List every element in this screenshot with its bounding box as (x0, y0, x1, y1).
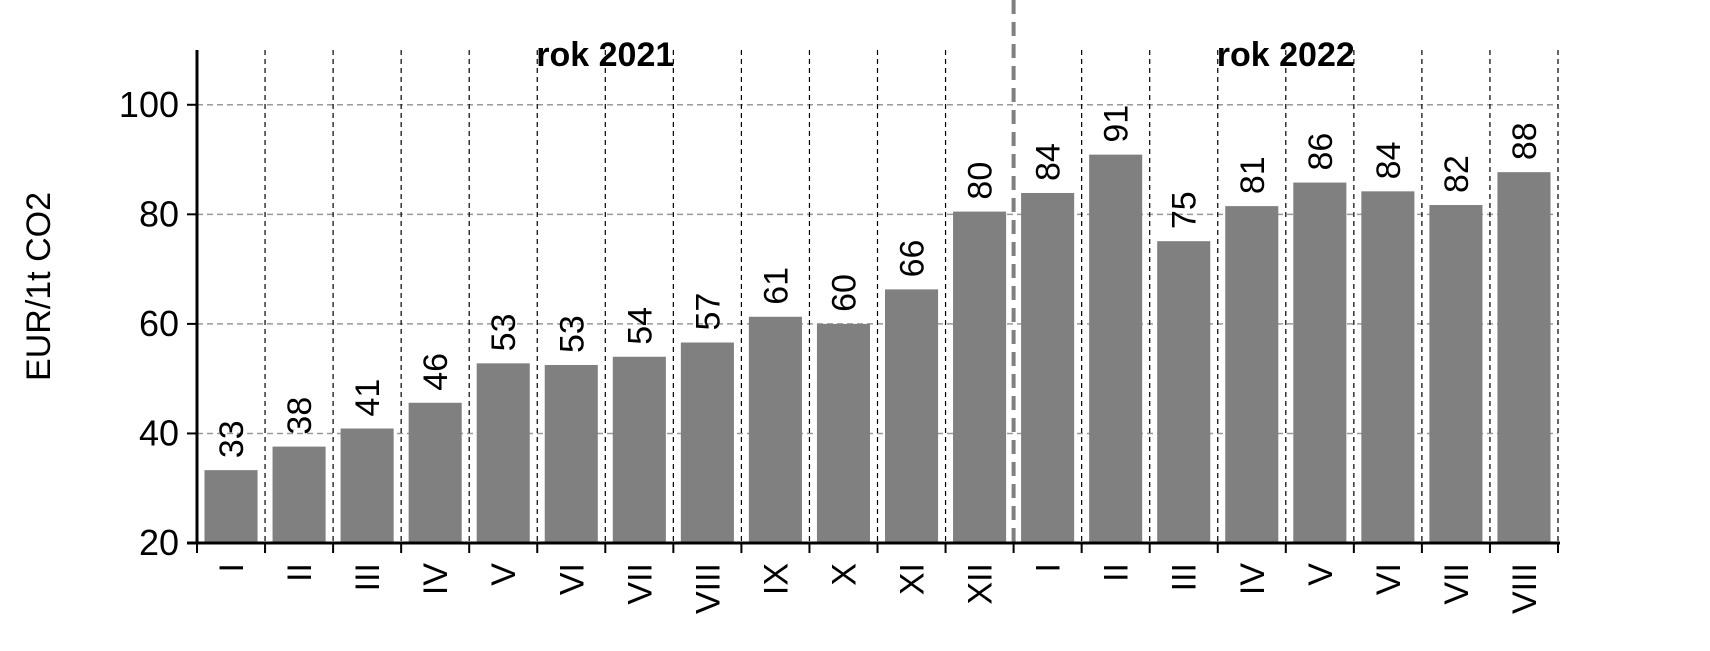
x-tick-label: IV (1234, 563, 1272, 595)
data-label: 60 (825, 274, 863, 312)
x-tick-label: X (825, 563, 863, 586)
bar (1429, 205, 1483, 543)
y-axis-title: EUR/1t CO2 (20, 192, 58, 381)
data-label: 41 (349, 379, 387, 417)
bar (953, 211, 1007, 543)
data-label: 66 (894, 240, 932, 278)
data-label: 82 (1438, 155, 1476, 193)
data-label: 33 (213, 420, 251, 458)
bar (1089, 154, 1143, 543)
bar (748, 316, 802, 543)
data-label: 81 (1234, 156, 1272, 194)
bars (204, 154, 1551, 543)
y-tick-labels: 20 40 60 80 100 (119, 84, 179, 563)
x-tick-label: XI (894, 563, 932, 595)
x-tick-label: I (213, 563, 251, 572)
data-label: 91 (1098, 105, 1136, 143)
vertical-gridlines (264, 0, 1559, 543)
year-label: rok 2021 (536, 36, 674, 74)
data-label: 88 (1506, 122, 1544, 160)
data-label: 84 (1030, 143, 1068, 181)
x-tick-labels: I II III IV V VI VII VIII IX X XI XII I II III IV V VI VII… (213, 563, 1544, 614)
bar (1497, 172, 1551, 543)
y-tick-label: 100 (119, 84, 179, 125)
data-label: 53 (485, 314, 523, 352)
x-tick-label: III (349, 563, 387, 591)
bar (680, 342, 734, 543)
bar (1157, 241, 1211, 543)
axes (187, 50, 1560, 553)
y-tick-label: 80 (139, 193, 179, 234)
x-tick-label: XII (962, 563, 1000, 605)
data-label: 53 (553, 315, 591, 353)
bar (1021, 192, 1075, 543)
data-label: 46 (417, 353, 455, 391)
x-tick-label: VII (621, 563, 659, 605)
x-tick-label: I (1030, 563, 1068, 572)
x-tick-label: VIII (689, 563, 727, 614)
data-label: 84 (1370, 141, 1408, 179)
bar (884, 289, 939, 543)
x-tick-label: VI (553, 563, 591, 595)
data-labels: 33 38 41 46 53 53 54 57 61 60 66 80 84 91 75 81 86 84 82 88 (213, 105, 1544, 458)
data-label: 61 (757, 267, 795, 305)
y-tick-label: 20 (139, 522, 179, 563)
data-label: 86 (1302, 133, 1340, 171)
y-tick-label: 60 (139, 303, 179, 344)
y-tick-label: 40 (139, 412, 179, 453)
data-label: 54 (621, 307, 659, 345)
bar (408, 402, 462, 543)
data-label: 80 (962, 162, 1000, 200)
x-tick-label: II (281, 563, 319, 582)
x-tick-label: VI (1370, 563, 1408, 595)
year-labels: rok 2021 rok 2022 (536, 36, 1355, 74)
x-tick-label: V (1302, 563, 1340, 586)
bar (272, 446, 326, 543)
bar (1293, 182, 1347, 543)
bar (204, 470, 258, 543)
x-tick-label: III (1166, 563, 1204, 591)
x-tick-label: II (1098, 563, 1136, 582)
year-label: rok 2022 (1217, 36, 1355, 74)
data-label: 38 (281, 397, 319, 435)
bar (1225, 206, 1279, 543)
x-tick-label: VII (1438, 563, 1476, 605)
bar (544, 364, 598, 543)
bar (340, 428, 394, 543)
x-tick-label: IV (417, 563, 455, 595)
x-tick-label: IX (757, 563, 795, 595)
bar (1361, 191, 1415, 543)
x-tick-label: V (485, 563, 523, 586)
x-tick-label: VIII (1506, 563, 1544, 614)
bar (612, 356, 666, 543)
data-label: 57 (689, 293, 727, 331)
bar (476, 363, 530, 543)
data-label: 75 (1166, 191, 1204, 229)
bar (816, 323, 871, 543)
